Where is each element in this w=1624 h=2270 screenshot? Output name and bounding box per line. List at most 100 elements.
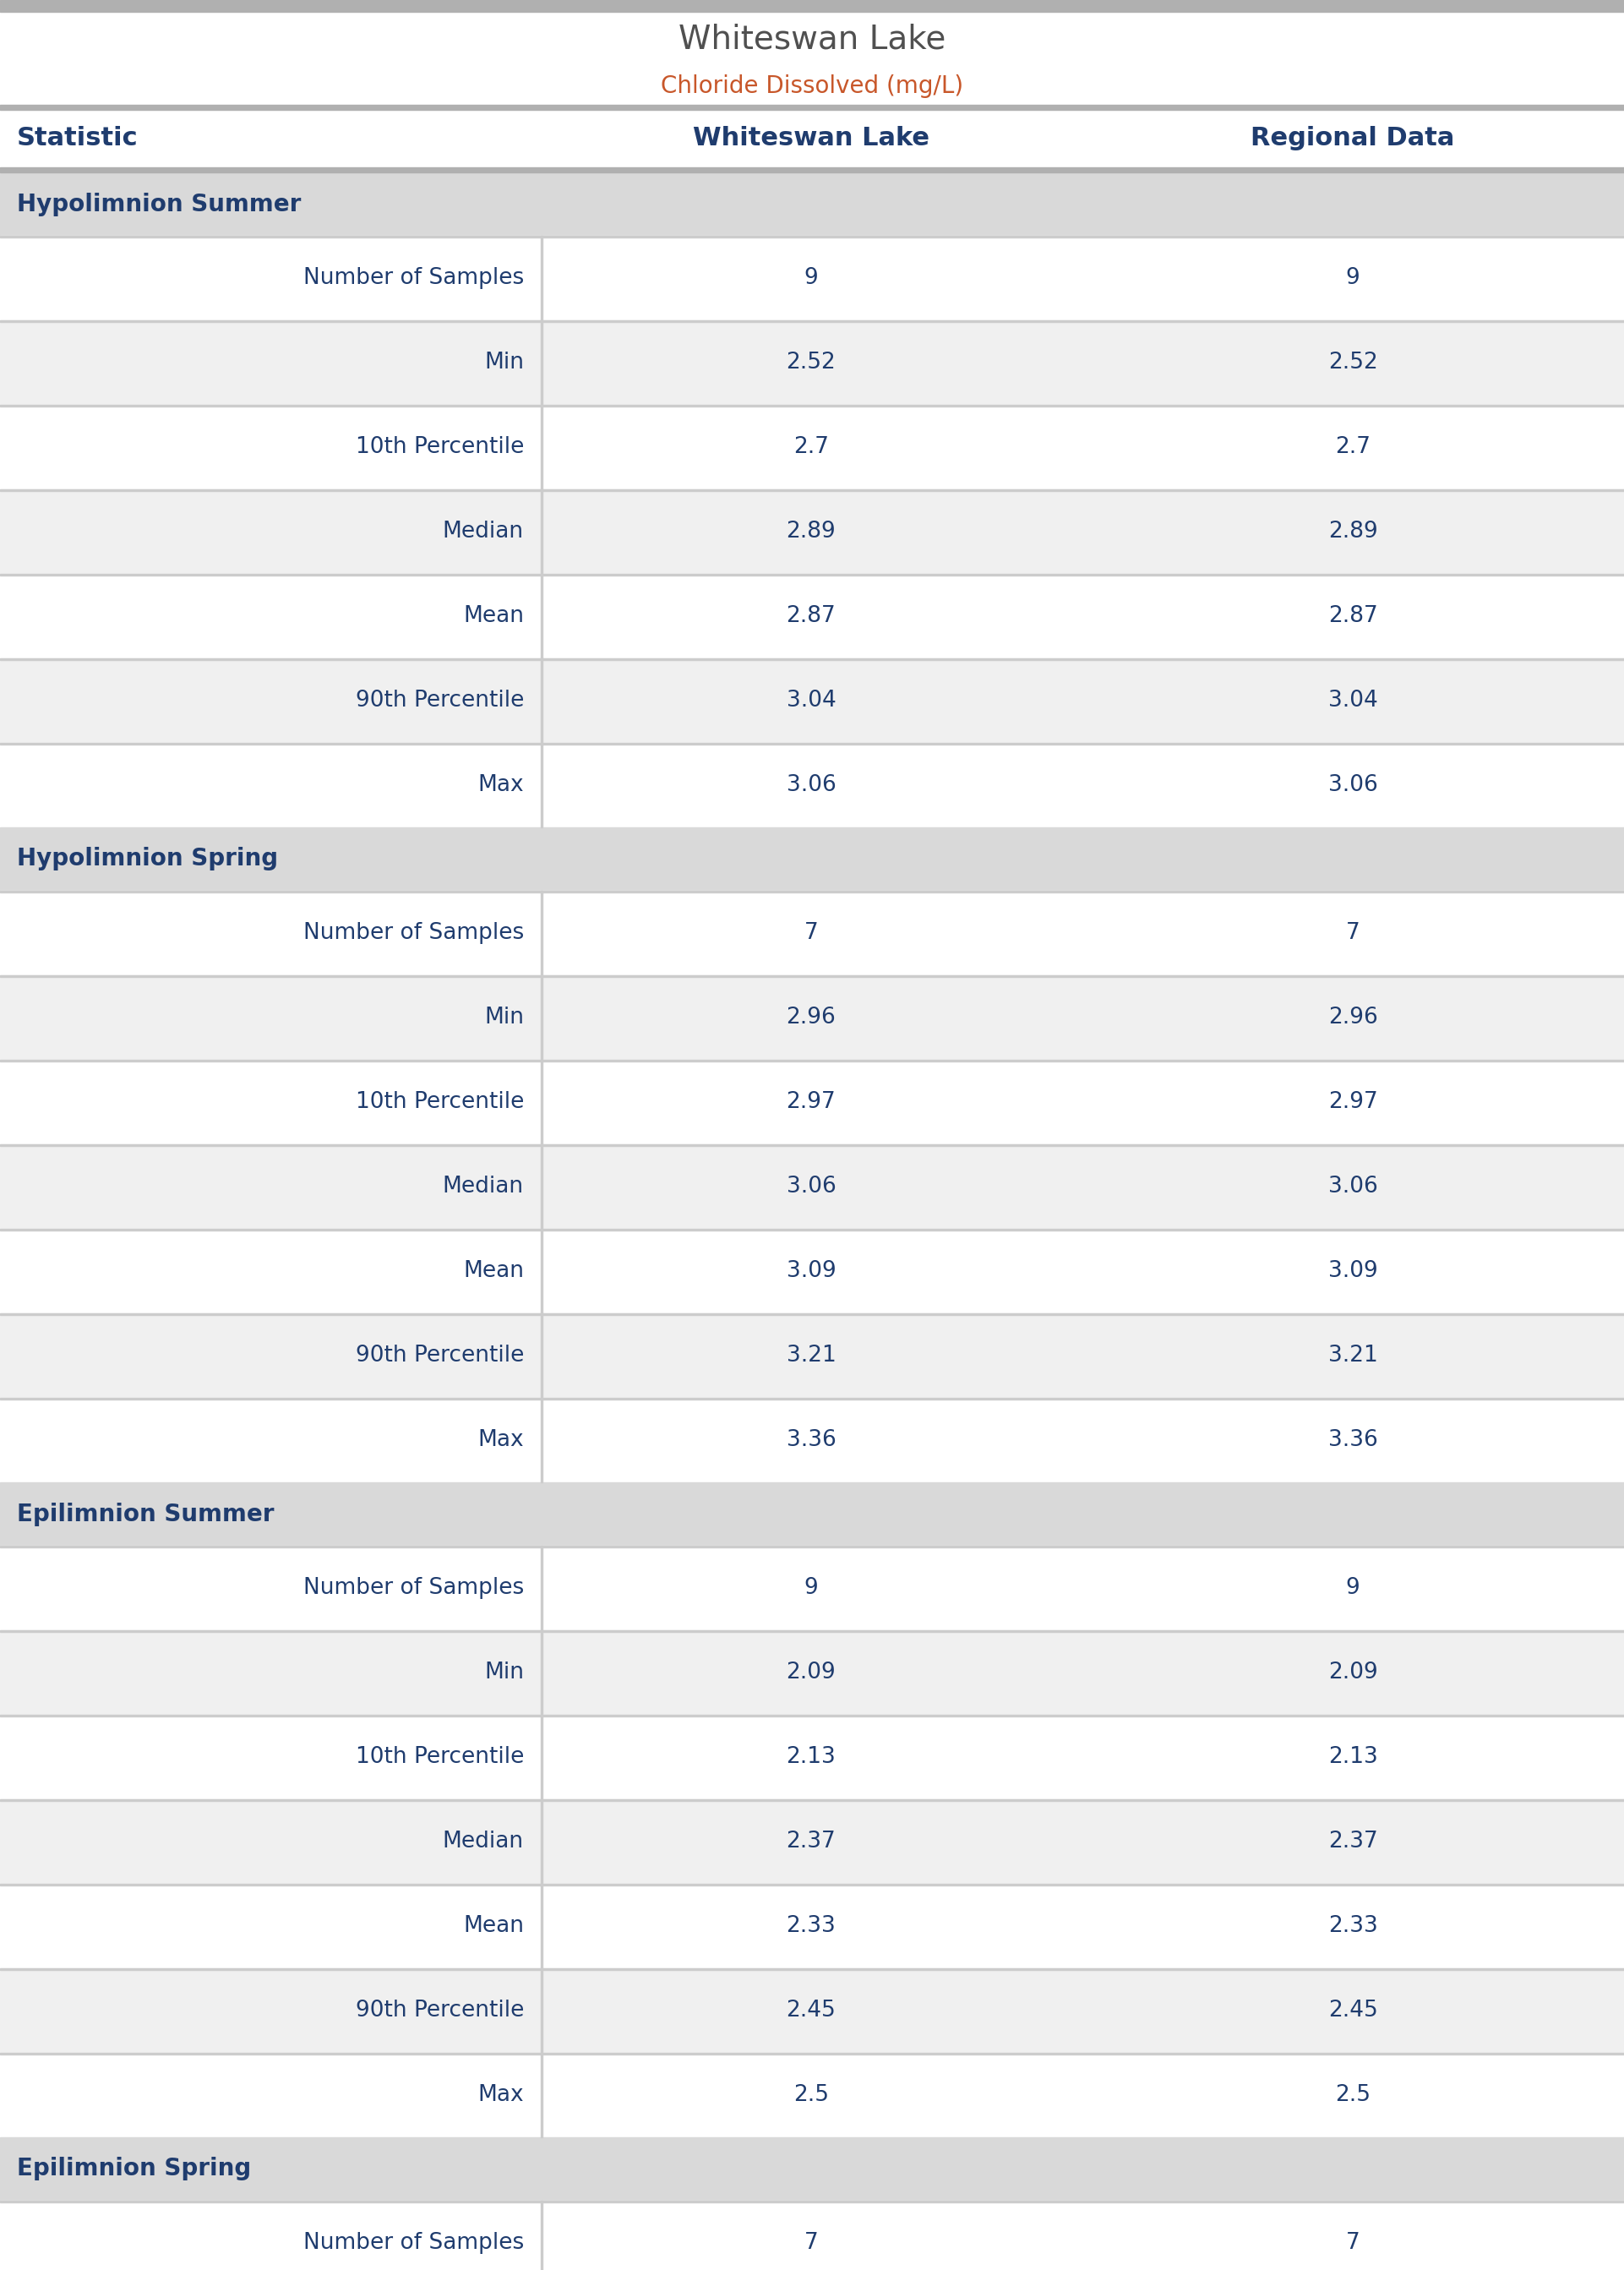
Text: 7: 7 [804, 922, 818, 944]
Text: 2.87: 2.87 [786, 606, 836, 627]
Text: Max: Max [477, 2084, 525, 2107]
Text: 9: 9 [804, 1578, 818, 1598]
Bar [0, 2138, 1624, 2200]
Bar [0, 1398, 1624, 1482]
Bar [0, 404, 1624, 490]
Text: 2.45: 2.45 [1328, 2000, 1377, 2023]
Bar [0, 0, 1624, 11]
Bar [541, 1968, 542, 2052]
Text: Median: Median [443, 1830, 525, 1852]
Text: 3.04: 3.04 [1328, 690, 1377, 711]
Bar [0, 1800, 1624, 1884]
Bar [541, 1714, 542, 1800]
Bar [0, 1884, 1624, 1968]
Text: 2.89: 2.89 [786, 520, 836, 543]
Bar [0, 976, 1624, 1060]
Text: 2.52: 2.52 [786, 352, 836, 375]
Text: 2.09: 2.09 [786, 1662, 836, 1684]
Bar [0, 2052, 1624, 2138]
Text: Hypolimnion Spring: Hypolimnion Spring [16, 847, 278, 872]
Bar [541, 890, 542, 976]
Text: 2.7: 2.7 [1335, 436, 1371, 459]
Bar [541, 1630, 542, 1714]
Text: Number of Samples: Number of Samples [304, 268, 525, 288]
Text: 2.37: 2.37 [786, 1830, 836, 1852]
Text: 90th Percentile: 90th Percentile [356, 690, 525, 711]
Text: Max: Max [477, 1430, 525, 1451]
Bar [541, 1314, 542, 1398]
Bar [541, 2200, 542, 2270]
Bar [541, 404, 542, 490]
Bar [0, 1546, 1624, 1630]
Bar [0, 104, 1624, 109]
Bar [0, 890, 1624, 976]
Bar [541, 1398, 542, 1482]
Bar [0, 109, 1624, 168]
Text: 2.89: 2.89 [1328, 520, 1377, 543]
Bar [541, 320, 542, 404]
Text: Hypolimnion Summer: Hypolimnion Summer [16, 193, 300, 216]
Bar [0, 236, 1624, 320]
Bar [0, 1314, 1624, 1398]
Text: 2.96: 2.96 [786, 1006, 836, 1028]
Text: 2.52: 2.52 [1328, 352, 1377, 375]
Text: Number of Samples: Number of Samples [304, 922, 525, 944]
Text: Chloride Dissolved (mg/L): Chloride Dissolved (mg/L) [661, 75, 963, 98]
Text: 2.33: 2.33 [786, 1916, 836, 1936]
Text: 3.36: 3.36 [786, 1430, 836, 1451]
Text: Median: Median [443, 1176, 525, 1199]
Bar [0, 1630, 1624, 1714]
Text: 2.5: 2.5 [1335, 2084, 1371, 2107]
Bar [0, 742, 1624, 826]
Text: 2.96: 2.96 [1328, 1006, 1377, 1028]
Text: 10th Percentile: 10th Percentile [356, 1092, 525, 1112]
Text: 2.7: 2.7 [794, 436, 828, 459]
Text: 3.06: 3.06 [1328, 1176, 1377, 1199]
Text: Median: Median [443, 520, 525, 543]
Bar [0, 168, 1624, 173]
Text: Min: Min [484, 1662, 525, 1684]
Text: 3.06: 3.06 [1328, 774, 1377, 797]
Bar [0, 2200, 1624, 2270]
Text: 2.37: 2.37 [1328, 1830, 1377, 1852]
Text: 2.09: 2.09 [1328, 1662, 1377, 1684]
Text: 2.33: 2.33 [1328, 1916, 1377, 1936]
Bar [541, 574, 542, 658]
Text: 10th Percentile: 10th Percentile [356, 1746, 525, 1768]
Text: 2.5: 2.5 [794, 2084, 828, 2107]
Text: 7: 7 [1346, 2231, 1359, 2254]
Text: 2.87: 2.87 [1328, 606, 1377, 627]
Bar [0, 658, 1624, 742]
Bar [0, 574, 1624, 658]
Text: 3.06: 3.06 [786, 1176, 836, 1199]
Text: 90th Percentile: 90th Percentile [356, 2000, 525, 2023]
Text: 3.09: 3.09 [786, 1260, 836, 1283]
Bar [0, 1482, 1624, 1546]
Text: 7: 7 [1346, 922, 1359, 944]
Text: Whiteswan Lake: Whiteswan Lake [679, 23, 945, 54]
Text: Mean: Mean [463, 1916, 525, 1936]
Text: Mean: Mean [463, 1260, 525, 1283]
Bar [541, 1546, 542, 1630]
Bar [541, 1884, 542, 1968]
Text: 2.45: 2.45 [786, 2000, 836, 2023]
Text: 9: 9 [1346, 1578, 1359, 1598]
Text: 9: 9 [1346, 268, 1359, 288]
Bar [0, 490, 1624, 574]
Bar [541, 1060, 542, 1144]
Text: Whiteswan Lake: Whiteswan Lake [693, 127, 929, 150]
Bar [0, 173, 1624, 236]
Bar [541, 976, 542, 1060]
Bar [0, 826, 1624, 890]
Text: 90th Percentile: 90th Percentile [356, 1344, 525, 1367]
Text: Epilimnion Summer: Epilimnion Summer [16, 1503, 274, 1525]
Bar [541, 658, 542, 742]
Bar [541, 1228, 542, 1314]
Bar [0, 320, 1624, 404]
Text: 3.21: 3.21 [786, 1344, 836, 1367]
Bar [0, 1968, 1624, 2052]
Text: 3.09: 3.09 [1328, 1260, 1377, 1283]
Text: 3.21: 3.21 [1328, 1344, 1377, 1367]
Text: 9: 9 [804, 268, 818, 288]
Text: Max: Max [477, 774, 525, 797]
